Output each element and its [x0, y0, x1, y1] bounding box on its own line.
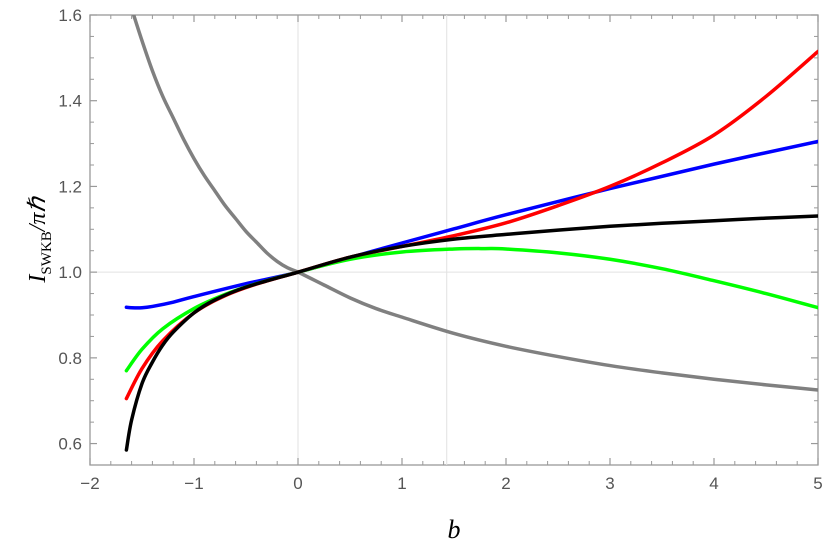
x-tick-label-0: −2	[80, 474, 99, 493]
y-tick-label-2: 1.0	[58, 263, 82, 282]
series-line-4	[124, 214, 818, 452]
x-axis-label: b	[448, 515, 461, 544]
x-tick-label-7: 5	[813, 474, 822, 493]
y-tick-label-1: 0.8	[58, 349, 82, 368]
y-axis-label-main: I	[25, 274, 51, 284]
y-tick-label-0: 0.6	[58, 435, 82, 454]
x-tick-label-4: 2	[501, 474, 510, 493]
y-tick-label-4: 1.4	[58, 92, 82, 111]
x-tick-label-6: 4	[709, 474, 718, 493]
y-tick-label-3: 1.2	[58, 177, 82, 196]
plot-frame	[89, 14, 819, 466]
x-tick-label-3: 1	[397, 474, 406, 493]
axis-ticks: −2 −1 0 1 2 3 4 5 0.6 0.8 1.0 1.2 1.4 1.6	[58, 6, 822, 493]
series-line-1	[124, 139, 818, 310]
x-tick-label-5: 3	[605, 474, 614, 493]
y-tick-label-5: 1.6	[58, 6, 82, 25]
series-group	[124, 15, 818, 452]
y-axis-label-subscript: SWKB	[39, 231, 55, 274]
y-axis-label-tail: /πℏ	[25, 196, 51, 234]
series-line-0	[131, 15, 818, 392]
x-tick-label-1: −1	[184, 474, 203, 493]
series-line-2	[124, 246, 818, 373]
y-axis-label: ISWKB/πℏ	[25, 196, 55, 284]
x-tick-label-2: 0	[293, 474, 302, 493]
